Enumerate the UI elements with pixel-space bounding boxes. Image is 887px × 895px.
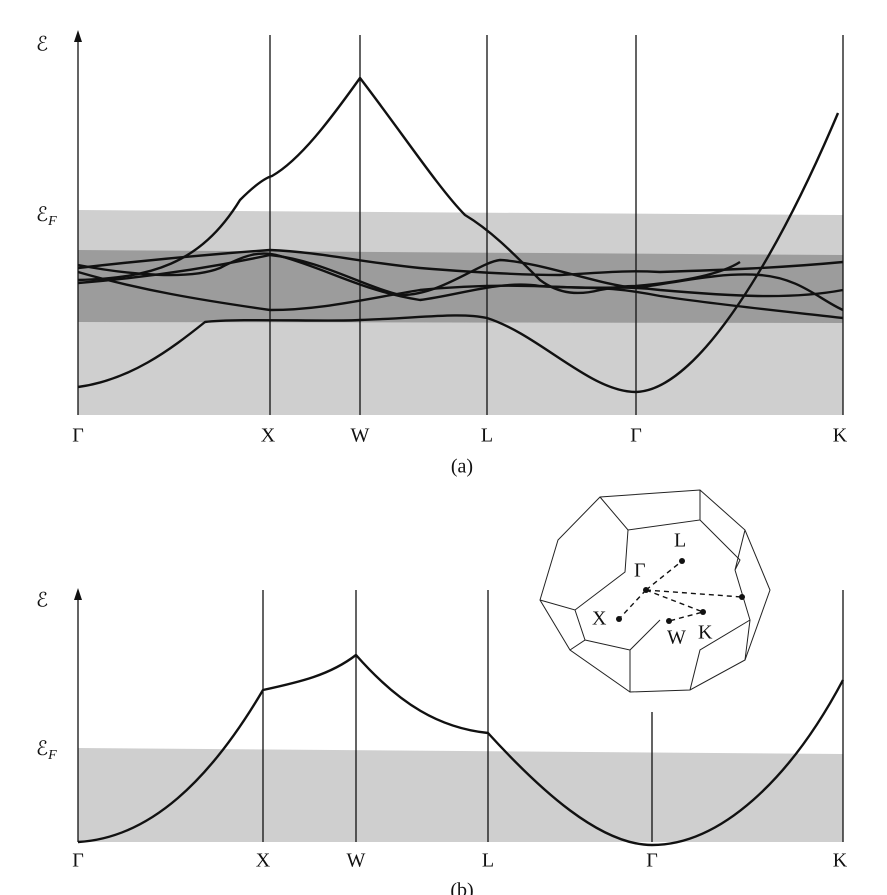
k-point: X — [256, 850, 271, 872]
k-point: X — [261, 425, 276, 447]
k-point: L — [482, 850, 494, 872]
k-point: Γ — [646, 850, 658, 872]
caption: (a) — [451, 456, 473, 478]
bz-label: W — [667, 627, 686, 649]
free-electron-band — [77, 653, 845, 847]
path-k-w — [645, 589, 706, 622]
zone-edge — [699, 519, 746, 571]
path-gamma-l — [645, 560, 683, 591]
occupied-region — [78, 748, 843, 842]
bz-label: X — [592, 608, 607, 630]
bz-label: K — [698, 622, 713, 644]
fermi-symbol: ℰ — [36, 738, 48, 760]
energy-label: ℰ — [36, 590, 48, 612]
bz-label: Γ — [634, 560, 646, 582]
zone-edge — [689, 619, 751, 691]
zone-edge — [629, 619, 661, 651]
caption: (b) — [450, 880, 473, 895]
k-point: Γ — [630, 425, 642, 447]
d-band — [77, 248, 844, 277]
path-gamma-x — [618, 589, 647, 620]
brillouin-zone: L Γ X W K — [539, 489, 771, 693]
bz-label: L — [674, 530, 686, 552]
k-point: W — [351, 425, 370, 447]
s-band — [77, 112, 840, 394]
axis-arrow — [74, 30, 82, 42]
point-x — [616, 616, 622, 622]
d-band — [77, 252, 844, 302]
k-point: K — [833, 425, 848, 447]
k-point: L — [481, 425, 493, 447]
panel-a: ℰ ℰF Γ X W L Γ K (a) — [36, 30, 848, 478]
point-l — [679, 558, 685, 564]
fermi-label: ℰF — [36, 204, 57, 230]
d-band — [77, 270, 844, 320]
d-band — [77, 253, 844, 312]
point-k — [700, 609, 706, 615]
fermi-subscript: F — [47, 214, 57, 229]
k-point: Γ — [72, 425, 84, 447]
zone-edge — [599, 490, 701, 531]
fermi-label: ℰF — [36, 738, 57, 764]
k-point: W — [347, 850, 366, 872]
point-w — [666, 618, 672, 624]
point-gamma — [643, 587, 649, 593]
panel-b: ℰ ℰF Γ X W L Γ K (b) — [36, 588, 848, 895]
axis-arrow — [74, 588, 82, 600]
fermi-subscript: F — [47, 748, 57, 763]
fermi-symbol: ℰ — [36, 204, 48, 226]
zone-edge — [539, 529, 629, 611]
energy-label: ℰ — [36, 34, 48, 56]
point-k2 — [739, 594, 745, 600]
k-point: Γ — [72, 850, 84, 872]
k-point: K — [833, 850, 848, 872]
path-gamma-k — [645, 589, 743, 598]
